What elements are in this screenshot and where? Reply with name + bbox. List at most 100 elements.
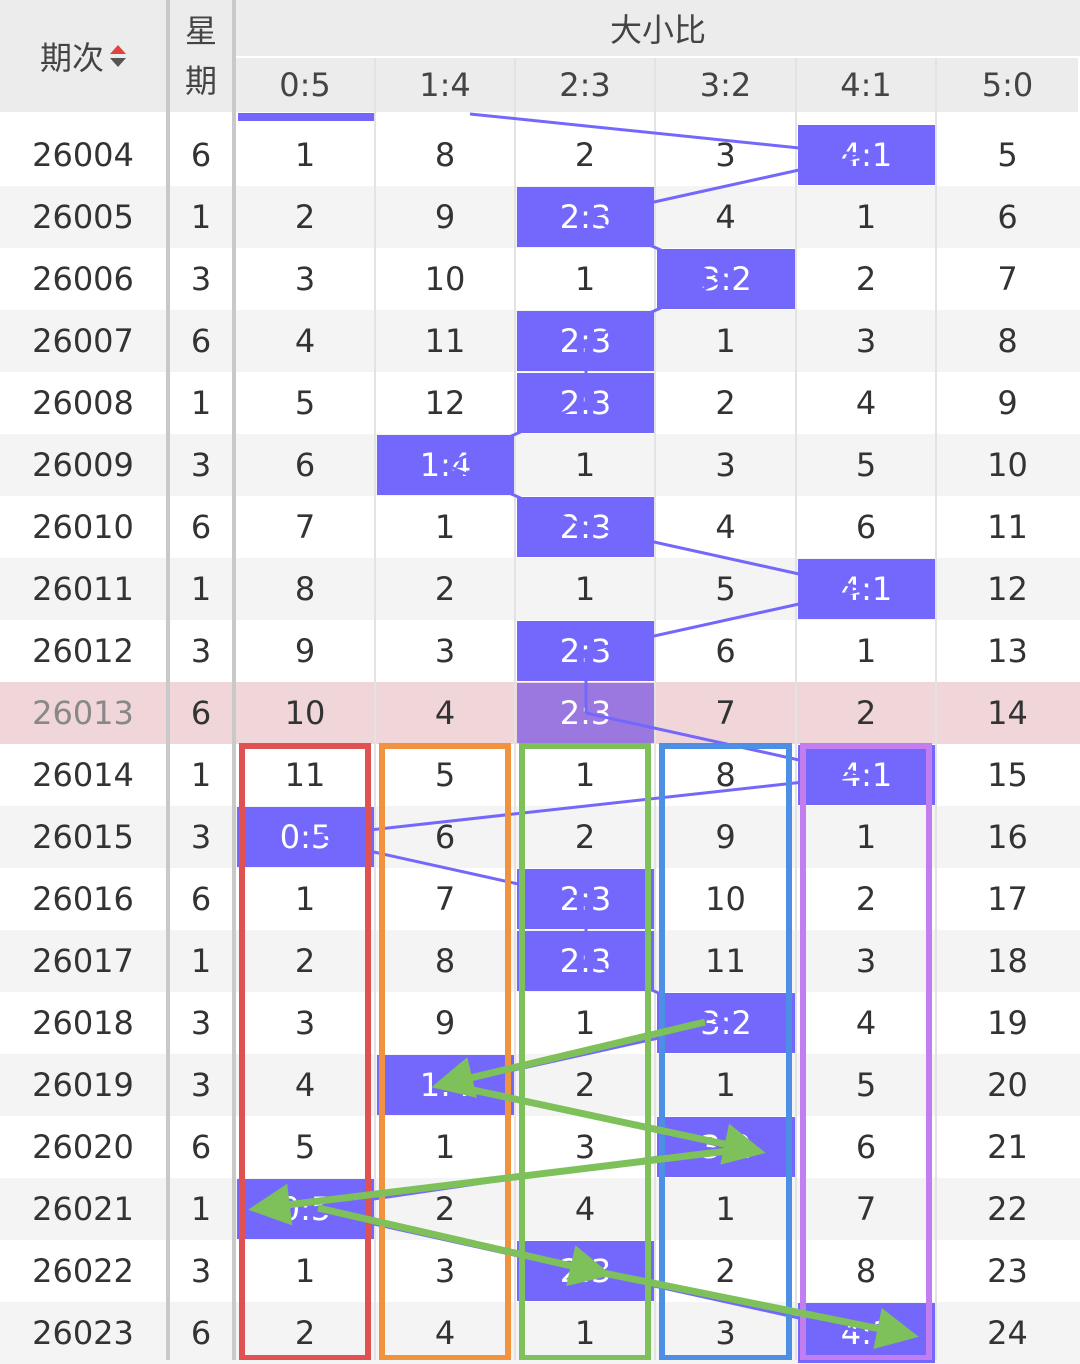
miss-count-cell: 1 [574,756,596,794]
period-cell: 26005 [32,198,134,236]
miss-count-cell: 8 [294,570,316,608]
miss-count-cell: 8 [434,136,456,174]
miss-count-cell: 1 [574,260,596,298]
miss-count-cell: 7 [855,1190,877,1228]
miss-count-cell: 6 [855,1128,877,1166]
miss-count-cell: 4 [434,1314,456,1352]
miss-count-cell: 3 [294,1004,316,1042]
hit-cell: 4:1 [798,125,935,185]
miss-count-cell: 19 [987,1004,1028,1042]
week-cell: 6 [190,136,212,174]
column-header: 1:4 [376,58,514,112]
miss-count-cell: 3 [574,1128,596,1166]
miss-count-cell: 6 [855,508,877,546]
miss-count-cell: 4 [294,1066,316,1104]
miss-count-cell: 9 [997,384,1018,422]
miss-count-cell: 4 [294,322,316,360]
miss-count-cell: 8 [434,942,456,980]
miss-count-cell: 8 [715,756,736,794]
column-divider [232,0,236,1360]
column-header: 2:3 [516,58,654,112]
miss-count-cell: 1 [294,1252,316,1290]
hit-cell: 2:3 [517,497,654,557]
miss-count-cell: 1 [855,198,877,236]
miss-count-cell: 3 [434,632,456,670]
miss-count-cell: 16 [987,818,1028,856]
miss-count-cell: 5 [855,1066,877,1104]
period-cell: 26011 [32,570,134,608]
column-header: 5:0 [937,58,1078,112]
miss-count-cell: 20 [987,1066,1028,1104]
miss-count-cell: 5 [434,756,456,794]
miss-count-cell: 2 [294,1314,316,1352]
miss-count-cell: 9 [434,198,456,236]
miss-count-cell: 2 [574,1066,596,1104]
hit-cell: 2:3 [517,1241,654,1301]
miss-count-cell: 3 [715,1314,736,1352]
miss-count-cell: 12 [987,570,1028,608]
miss-count-cell: 2 [574,818,596,856]
miss-count-cell: 17 [987,880,1028,918]
table-row[interactable] [0,248,1080,310]
miss-count-cell: 11 [424,322,466,360]
previous-hit-marker [238,113,374,121]
miss-count-cell: 13 [987,632,1028,670]
miss-count-cell: 6 [434,818,456,856]
period-cell: 26010 [32,508,134,546]
column-divider [514,58,516,1360]
miss-count-cell: 11 [705,942,746,980]
column-header: 4:1 [797,58,935,112]
miss-count-cell: 8 [855,1252,877,1290]
period-cell: 26012 [32,632,134,670]
group-header: 大小比 [236,0,1080,56]
miss-count-cell: 1 [855,632,877,670]
miss-count-cell: 4 [855,384,877,422]
miss-count-cell: 2 [715,1252,736,1290]
miss-count-cell: 4 [855,1004,877,1042]
sort-updown-icon[interactable] [110,43,126,69]
miss-count-cell: 2 [715,384,736,422]
miss-count-cell: 6 [715,632,736,670]
period-header[interactable]: 期次 [0,0,166,112]
week-cell: 3 [190,1252,212,1290]
hit-cell: 2:3 [517,931,654,991]
miss-count-cell: 3 [294,260,316,298]
miss-count-cell: 3 [855,322,877,360]
miss-count-cell: 14 [987,694,1028,732]
week-cell: 1 [190,942,212,980]
miss-count-cell: 5 [294,1128,316,1166]
miss-count-cell: 5 [715,570,736,608]
miss-count-cell: 1 [715,1066,736,1104]
period-cell: 26009 [32,446,134,484]
miss-count-cell: 6 [997,198,1018,236]
week-cell: 1 [190,570,212,608]
miss-count-cell: 2 [294,198,316,236]
period-cell: 26015 [32,818,134,856]
miss-count-cell: 3 [434,1252,456,1290]
miss-count-cell: 2 [855,694,877,732]
column-divider [795,58,797,1360]
week-cell: 3 [190,632,212,670]
period-cell: 26023 [32,1314,134,1352]
miss-count-cell: 1 [855,818,877,856]
week-header-char-2: 期 [184,62,217,100]
period-cell: 26020 [32,1128,134,1166]
miss-count-cell: 4 [715,508,736,546]
miss-count-cell: 1 [715,322,736,360]
miss-count-cell: 15 [987,756,1028,794]
miss-count-cell: 2 [434,570,456,608]
hit-cell: 2:3 [517,869,654,929]
hit-cell: 3:2 [657,993,795,1053]
miss-count-cell: 1 [294,880,316,918]
period-cell: 26013 [32,694,134,732]
miss-count-cell: 2 [574,136,596,174]
miss-count-cell: 1 [434,508,456,546]
miss-count-cell: 7 [997,260,1018,298]
miss-count-cell: 1 [715,1190,736,1228]
column-divider [935,58,937,1360]
week-cell: 3 [190,818,212,856]
hit-cell: 4:1 [798,745,935,805]
miss-count-cell: 7 [715,694,736,732]
miss-count-cell: 22 [987,1190,1028,1228]
